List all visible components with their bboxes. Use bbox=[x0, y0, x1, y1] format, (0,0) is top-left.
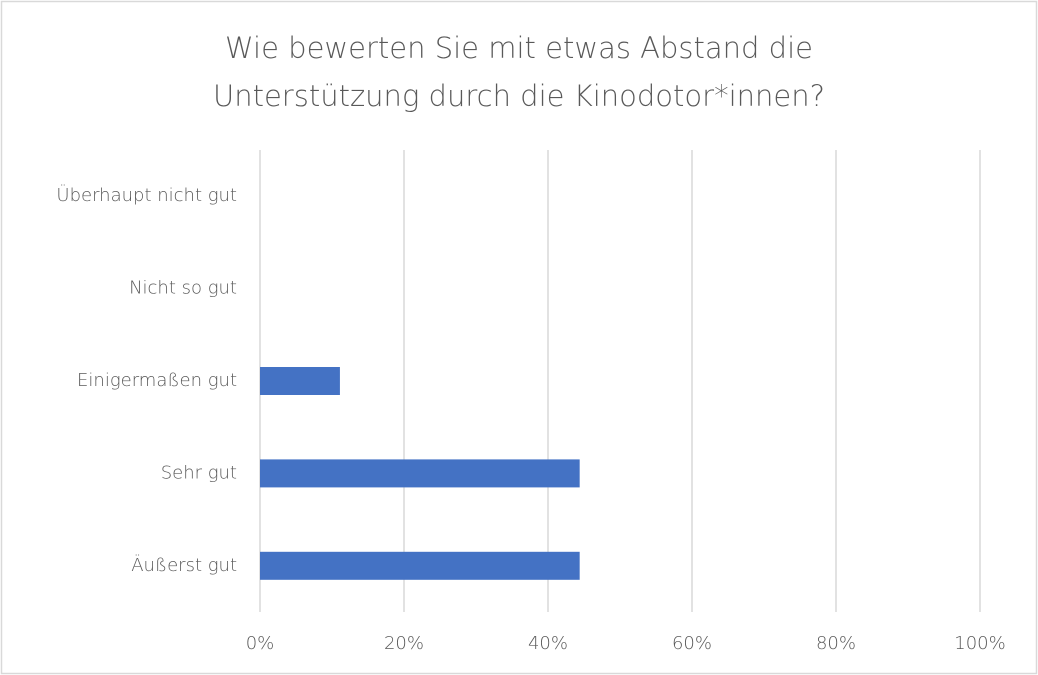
x-tick-label: 20% bbox=[384, 633, 424, 654]
chart-title: Wie bewerten Sie mit etwas Abstand die bbox=[225, 31, 813, 65]
x-tick-label: 100% bbox=[954, 633, 1005, 654]
x-tick-label: 60% bbox=[672, 633, 712, 654]
chart-title: Unterstützung durch die Kinodotor*innen? bbox=[213, 79, 825, 113]
bar bbox=[260, 459, 580, 488]
y-tick-label: Überhaupt nicht gut bbox=[56, 184, 237, 206]
x-tick-label: 80% bbox=[816, 633, 856, 654]
y-tick-label: Sehr gut bbox=[161, 462, 237, 483]
x-tick-label: 0% bbox=[246, 633, 275, 654]
bar bbox=[260, 367, 340, 395]
bar bbox=[260, 551, 580, 580]
y-tick-label: Einigermaßen gut bbox=[77, 370, 237, 391]
x-tick-label: 40% bbox=[528, 633, 568, 654]
y-tick-label: Äußerst gut bbox=[131, 555, 237, 576]
y-tick-label: Nicht so gut bbox=[129, 278, 237, 299]
